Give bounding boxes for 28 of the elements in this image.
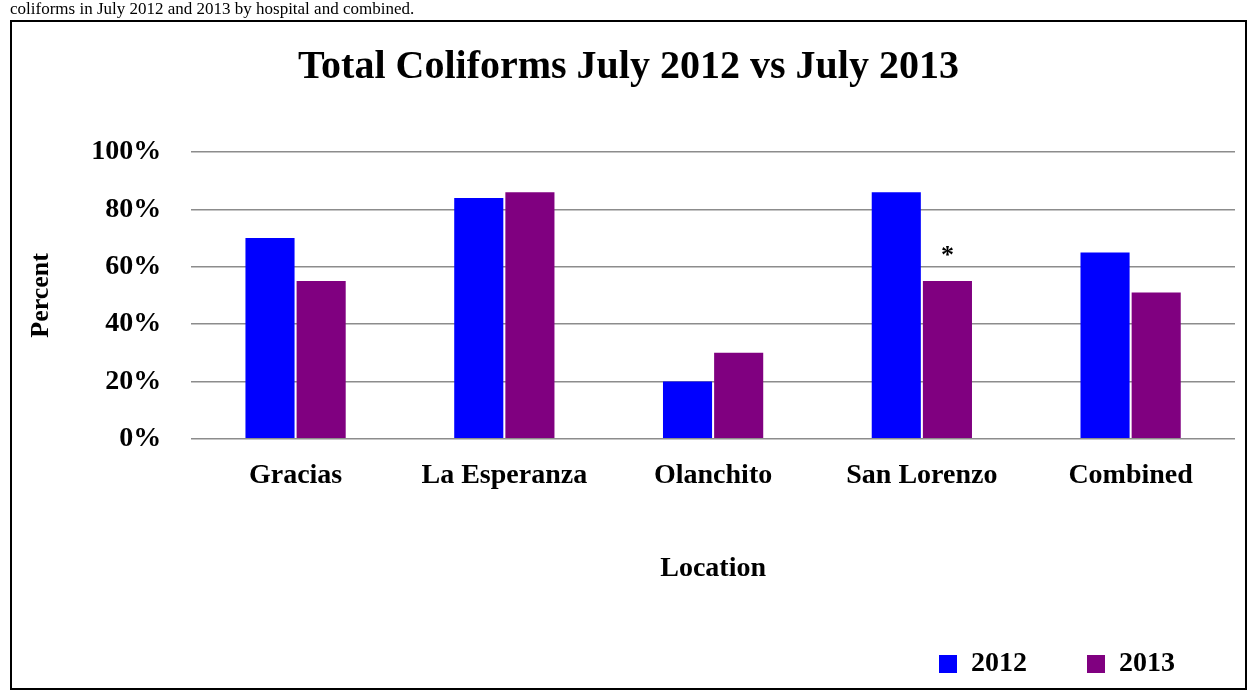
bar bbox=[505, 192, 555, 439]
bar bbox=[454, 197, 504, 439]
text: coliforms in July 2012 and 2013 by hospital and combined. bbox=[10, 0, 415, 18]
bar bbox=[662, 381, 713, 439]
legend-label: 2012 bbox=[971, 646, 1027, 678]
legend-label: 2013 bbox=[1119, 646, 1175, 678]
bar bbox=[1080, 252, 1130, 439]
chart-title: Total Coliforms July 2012 vs July 2013 bbox=[298, 42, 959, 88]
bar bbox=[296, 281, 346, 439]
x-axis-title: Location bbox=[660, 551, 767, 583]
bar bbox=[922, 281, 972, 439]
annotation: * bbox=[940, 239, 954, 269]
x-tick-label: Gracias bbox=[248, 457, 343, 489]
x-tick-label: Combined bbox=[1068, 457, 1194, 489]
x-tick-label: La Esperanza bbox=[421, 457, 588, 489]
bar bbox=[1131, 292, 1181, 439]
y-axis-title: Percent bbox=[25, 252, 55, 338]
y-tick-label: 0% bbox=[119, 421, 162, 453]
y-tick-label: 20% bbox=[105, 363, 162, 395]
x-tick-label: Olanchito bbox=[653, 457, 773, 489]
bar bbox=[714, 352, 764, 439]
y-tick-label: 80% bbox=[105, 191, 162, 223]
y-tick-label: 100% bbox=[91, 134, 162, 166]
x-tick-label: San Lorenzo bbox=[846, 457, 998, 489]
y-tick-label: 40% bbox=[105, 306, 162, 338]
bar bbox=[245, 238, 295, 439]
y-tick-label: 60% bbox=[105, 248, 162, 280]
bar bbox=[871, 192, 921, 439]
